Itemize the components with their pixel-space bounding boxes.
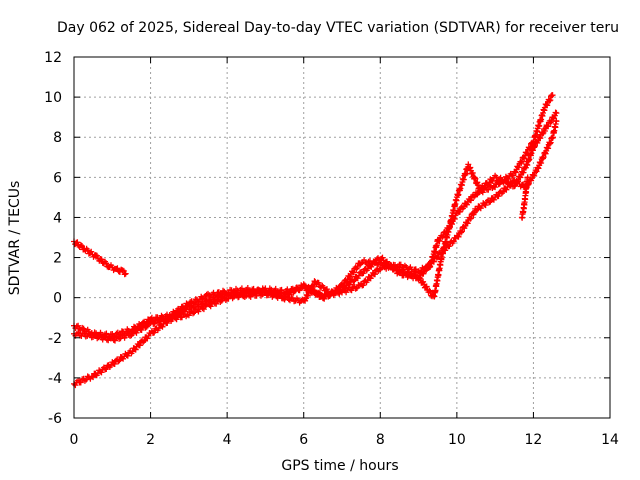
- data-point: [339, 269, 363, 294]
- y-tick-label: 4: [53, 210, 62, 226]
- x-tick-label: 6: [299, 432, 308, 448]
- data-point: [492, 177, 517, 201]
- grid-lines: [74, 57, 610, 418]
- y-tick-label: 2: [53, 251, 62, 267]
- y-tick-label: 6: [53, 170, 62, 186]
- data-point: [312, 279, 333, 298]
- data-point: [120, 267, 128, 278]
- x-axis-label: GPS time / hours: [281, 458, 398, 474]
- data-point: [90, 329, 114, 340]
- y-tick-label: -6: [48, 411, 62, 427]
- data-point: [524, 174, 531, 181]
- data-point: [224, 285, 248, 296]
- x-tick-label: 12: [525, 432, 543, 448]
- data-point: [541, 92, 555, 111]
- data-point: [465, 161, 483, 192]
- data-point: [113, 265, 126, 275]
- y-tick-label: -2: [48, 331, 62, 347]
- axis-ticks: 0 2 4 6 8 10 12 14 -6 -4 -2 0 2 4 6 8 10 12: [44, 50, 619, 448]
- data-point: [522, 146, 536, 171]
- data-point: [94, 252, 111, 270]
- y-axis-label: SDTVAR / TECUs: [7, 181, 23, 296]
- data-point: [185, 291, 210, 309]
- x-tick-label: 4: [223, 432, 232, 448]
- y-tick-label: 12: [44, 50, 62, 66]
- x-tick-label: 2: [146, 432, 155, 448]
- data-point: [530, 126, 548, 151]
- data-point: [109, 348, 134, 367]
- data-point: [434, 234, 459, 260]
- data-point: [430, 255, 445, 300]
- data-point: [453, 192, 478, 217]
- x-tick-label: 0: [70, 432, 79, 448]
- data-point: [90, 362, 115, 381]
- x-tick-label: 10: [448, 432, 466, 448]
- data-point: [377, 254, 402, 277]
- x-tick-label: 8: [376, 432, 385, 448]
- data-point: [262, 287, 287, 300]
- data-point: [243, 285, 267, 296]
- series-track-e: [518, 174, 531, 221]
- data-point: [541, 109, 559, 134]
- series-track-a: [71, 92, 556, 389]
- data-point: [396, 269, 421, 282]
- data-point: [300, 281, 325, 300]
- data-point: [522, 176, 531, 196]
- data-point: [553, 118, 560, 125]
- data-point: [453, 205, 479, 240]
- data-point: [205, 287, 229, 300]
- data-point: [122, 270, 129, 277]
- data-point: [476, 174, 497, 195]
- data-point: [415, 253, 440, 282]
- data-point: [511, 139, 536, 176]
- data-point: [128, 330, 153, 357]
- plot-frame: [73, 56, 611, 419]
- data-point: [166, 300, 191, 320]
- data-point: [549, 117, 560, 141]
- data-point: [319, 286, 344, 302]
- y-tick-label: 0: [53, 291, 62, 307]
- y-tick-label: -4: [48, 371, 62, 387]
- y-tick-label: 10: [44, 90, 62, 106]
- data-series: [71, 92, 560, 389]
- data-point: [473, 195, 497, 214]
- data-point: [71, 373, 95, 389]
- data-point: [520, 190, 529, 212]
- data-point: [553, 110, 560, 117]
- x-tick-label: 14: [601, 432, 619, 448]
- y-tick-label: 8: [53, 130, 62, 146]
- series-track-c: [71, 117, 560, 340]
- data-point: [518, 204, 527, 221]
- series-track-b: [71, 109, 560, 344]
- data-point: [281, 282, 306, 301]
- data-point: [534, 134, 555, 172]
- data-point: [358, 266, 383, 289]
- data-point: [549, 92, 556, 99]
- chart-title: Day 062 of 2025, Sidereal Day-to-day VTE…: [57, 20, 619, 36]
- data-point: [358, 255, 383, 277]
